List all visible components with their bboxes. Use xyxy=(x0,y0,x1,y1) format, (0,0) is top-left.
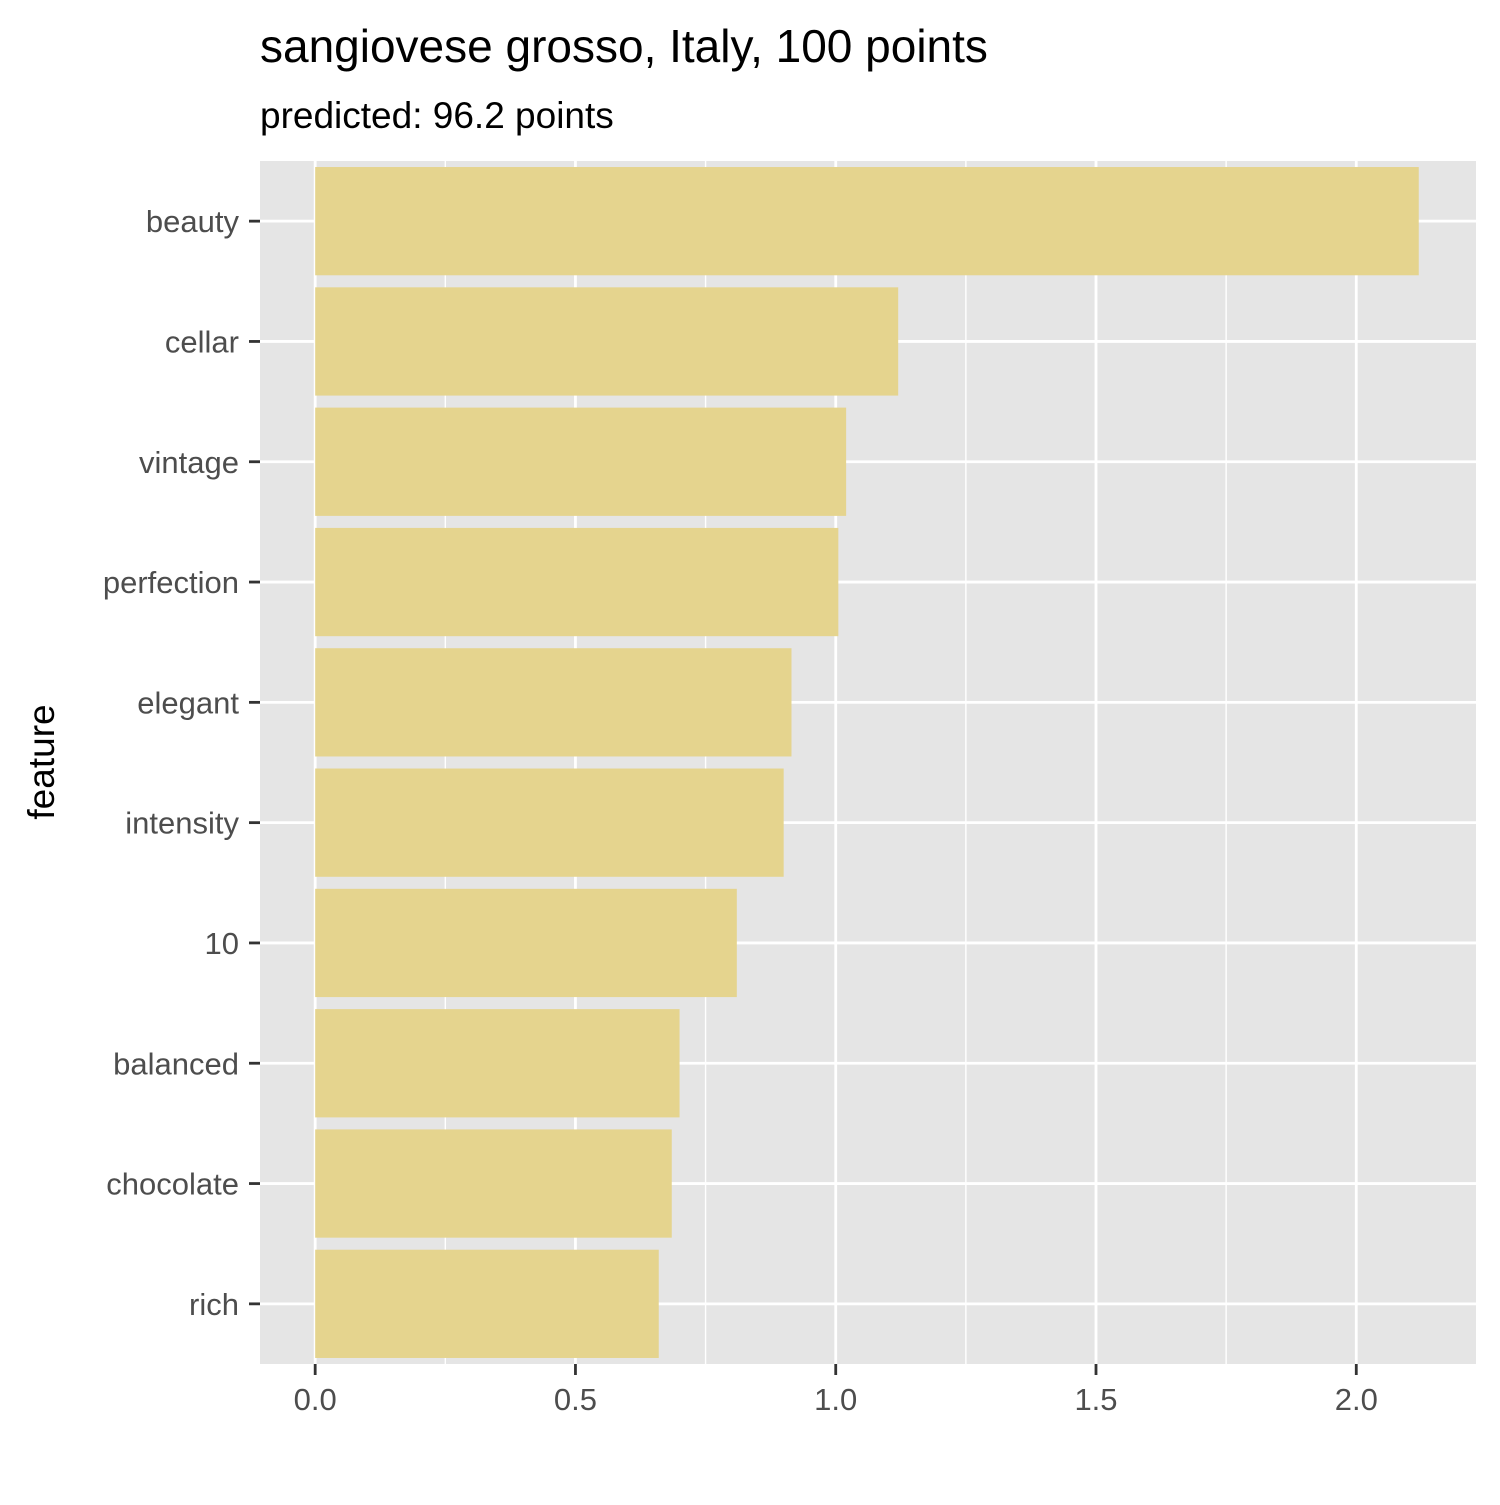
y-tick-label: cellar xyxy=(165,324,239,359)
x-axis: 0.0 0.5 1.0 1.5 2.0 xyxy=(294,1364,1378,1417)
x-tick-label: 2.0 xyxy=(1335,1382,1378,1417)
y-axis: beauty cellar vintage perfection elegant inte… xyxy=(103,204,260,1322)
chart-subtitle: predicted: 96.2 points xyxy=(260,95,614,136)
bar-cellar xyxy=(315,287,899,396)
y-tick-label: perfection xyxy=(103,565,239,600)
bar-rich xyxy=(315,1249,659,1358)
bar-perfection xyxy=(315,527,839,637)
x-tick-label: 0.5 xyxy=(554,1382,597,1417)
y-tick-label: 10 xyxy=(205,926,239,961)
x-tick-label: 1.5 xyxy=(1074,1382,1117,1417)
y-tick-label: beauty xyxy=(146,204,240,239)
bar-vintage xyxy=(315,407,847,516)
y-tick-label: rich xyxy=(189,1287,239,1322)
bar-elegant xyxy=(315,648,792,757)
y-tick-label: vintage xyxy=(139,445,239,480)
chart-title: sangiovese grosso, Italy, 100 points xyxy=(260,20,988,72)
x-tick-label: 0.0 xyxy=(294,1382,337,1417)
bars xyxy=(315,167,1419,1358)
bar-10 xyxy=(315,888,737,998)
y-axis-title: feature xyxy=(21,704,62,819)
bar-chocolate xyxy=(315,1129,672,1238)
bar-beauty xyxy=(315,167,1419,276)
y-tick-label: elegant xyxy=(137,685,239,720)
y-tick-label: intensity xyxy=(125,806,239,841)
y-tick-label: chocolate xyxy=(106,1167,239,1202)
x-tick-label: 1.0 xyxy=(814,1382,857,1417)
bar-intensity xyxy=(315,768,784,877)
y-tick-label: balanced xyxy=(113,1046,239,1081)
bar-balanced xyxy=(315,1009,680,1118)
